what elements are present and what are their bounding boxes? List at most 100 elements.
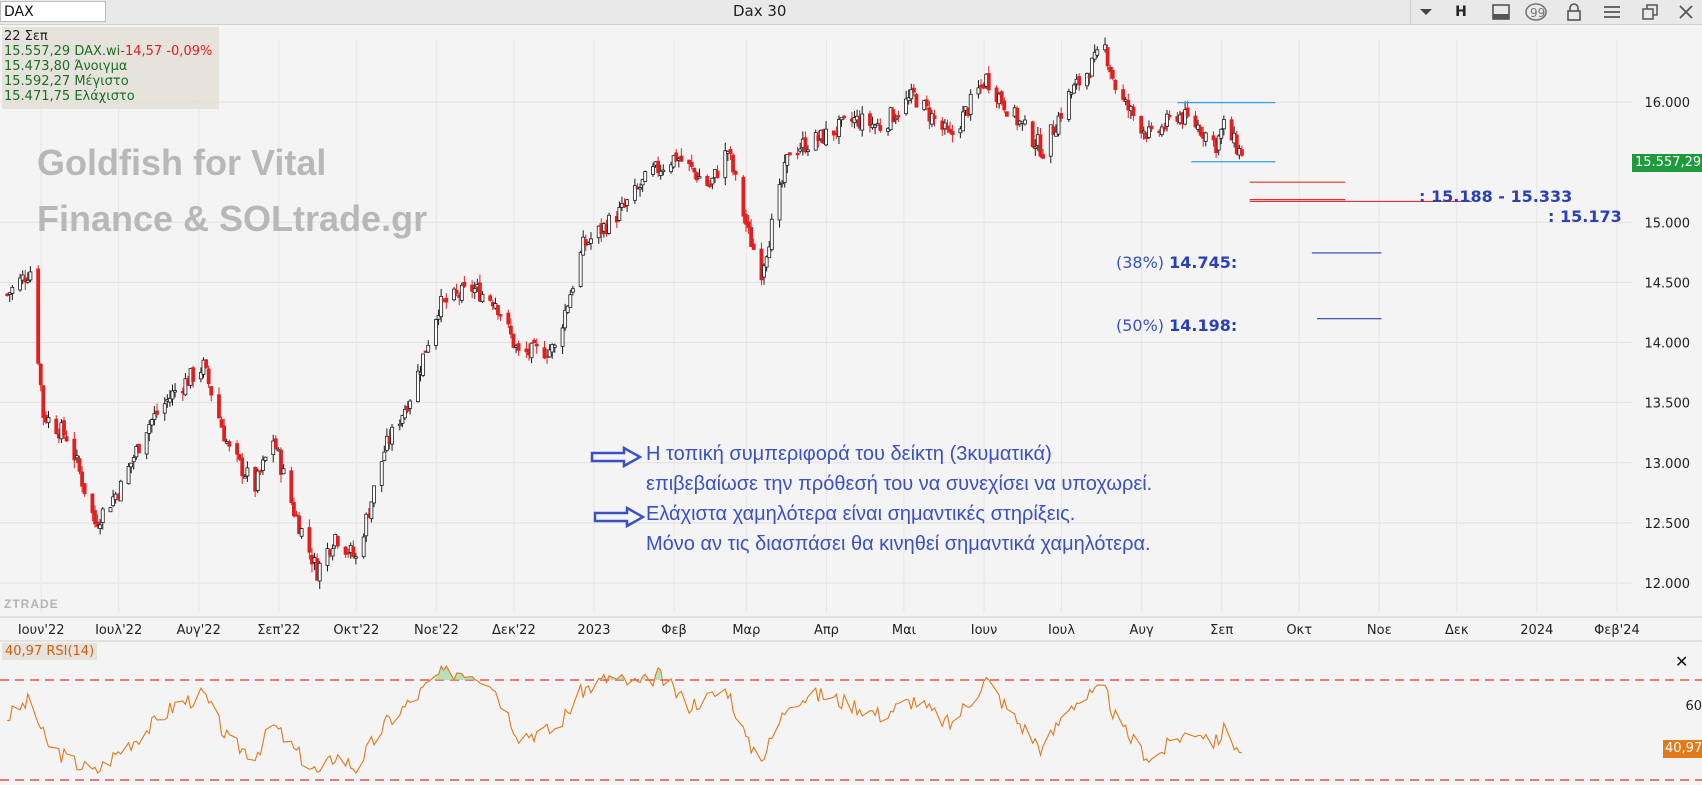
x-tick-label: Δεκ bbox=[1445, 623, 1469, 638]
candle-body bbox=[369, 501, 374, 520]
layout-icon[interactable] bbox=[1489, 1, 1513, 23]
candle-body bbox=[1105, 47, 1110, 67]
rsi-indicator-label[interactable]: 40,97 RSI(14) bbox=[2, 643, 98, 660]
candle-body bbox=[1090, 57, 1095, 77]
x-tick-label: Οκτ'22 bbox=[333, 623, 379, 638]
x-tick-label: Αυγ bbox=[1130, 623, 1154, 638]
candle-body bbox=[292, 502, 296, 517]
fib-38-label: (38%) 14.745: bbox=[1116, 253, 1237, 272]
candle-body bbox=[1211, 135, 1216, 141]
candle-body bbox=[578, 252, 583, 287]
candle-body bbox=[813, 132, 818, 151]
info-high-row: 15.592,27 Μέγιστο bbox=[4, 74, 129, 89]
candle-body bbox=[62, 420, 66, 436]
rsi-overbought-fill bbox=[642, 674, 646, 680]
candle-body bbox=[242, 476, 247, 479]
candle-body bbox=[723, 150, 728, 179]
candle-body bbox=[1015, 107, 1020, 126]
chart-overlays bbox=[1177, 102, 1472, 320]
candle-body bbox=[258, 470, 263, 473]
close-icon[interactable] bbox=[1674, 1, 1698, 23]
chevron-down-icon[interactable] bbox=[1414, 1, 1438, 23]
candle-body bbox=[364, 513, 369, 537]
candle-body bbox=[400, 415, 405, 424]
candle-body bbox=[1221, 119, 1226, 130]
candle-body bbox=[1185, 107, 1190, 117]
candle-body bbox=[547, 349, 552, 358]
candle-body bbox=[426, 344, 431, 353]
candle-body bbox=[335, 536, 340, 547]
candle-body bbox=[237, 454, 242, 460]
candle-body bbox=[54, 418, 59, 435]
candle-body bbox=[38, 363, 43, 386]
candle-body bbox=[751, 243, 756, 250]
y-tick-label: 14.500 bbox=[1645, 276, 1691, 291]
candle-body bbox=[552, 344, 557, 348]
candle-body bbox=[1048, 124, 1053, 157]
candle-body bbox=[459, 284, 464, 301]
candle-body bbox=[506, 312, 511, 325]
candle-body bbox=[245, 467, 250, 477]
candle-body bbox=[41, 385, 46, 418]
candle-body bbox=[126, 465, 131, 485]
candle-body bbox=[767, 246, 772, 259]
candle-body bbox=[560, 327, 565, 347]
watermark-line-2: Finance & SOLtrade.gr bbox=[37, 198, 428, 239]
time-axis: Ιουν'22 Ιουλ'22 Αυγ'22 Σεπ'22 Οκτ'22 Νοε'22 Δε… bbox=[0, 616, 1702, 642]
candle-body bbox=[1165, 113, 1169, 127]
restore-window-icon[interactable] bbox=[1638, 1, 1662, 23]
candle-body bbox=[1229, 119, 1234, 141]
candle-body bbox=[565, 305, 570, 313]
lock-icon[interactable] bbox=[1562, 1, 1586, 23]
candle-body bbox=[787, 152, 792, 156]
symbol-input[interactable] bbox=[0, 1, 106, 22]
candle-body bbox=[674, 152, 679, 161]
candle-body bbox=[1077, 76, 1082, 86]
candle-body bbox=[651, 166, 655, 175]
candle-body bbox=[795, 152, 800, 156]
candle-body bbox=[421, 353, 425, 376]
chart-grid bbox=[0, 40, 1632, 612]
info-open-label: Άνοιγμα bbox=[74, 59, 128, 74]
candle-body bbox=[330, 548, 335, 557]
candle-body bbox=[625, 199, 630, 206]
menu-icon[interactable] bbox=[1600, 1, 1624, 23]
y-tick-label: 12.000 bbox=[1645, 577, 1691, 592]
candle-body bbox=[643, 171, 648, 182]
x-tick-label: Μαι bbox=[892, 623, 916, 638]
rsi-line bbox=[7, 664, 1242, 775]
candle-body bbox=[669, 164, 673, 173]
quote-icon[interactable]: 99 bbox=[1524, 1, 1548, 23]
candle-body bbox=[496, 305, 500, 316]
x-tick-label: Απρ bbox=[814, 623, 839, 638]
candle-body bbox=[707, 184, 712, 188]
candle-body bbox=[235, 443, 239, 455]
candle-body bbox=[1216, 135, 1221, 151]
candle-body bbox=[95, 521, 100, 527]
candle-body bbox=[658, 170, 663, 176]
candle-body bbox=[798, 148, 803, 152]
candle-body bbox=[1002, 100, 1007, 111]
price-chart[interactable]: 12.000 12.500 13.000 13.500 14.000 14.500 15.0… bbox=[0, 25, 1702, 785]
candle-body bbox=[281, 468, 286, 475]
candle-body bbox=[100, 508, 105, 523]
info-open-value: 15.473,80 bbox=[4, 59, 71, 74]
timeframe-button[interactable]: H bbox=[1455, 4, 1467, 20]
candle-body bbox=[1193, 115, 1198, 128]
candle-body bbox=[263, 456, 268, 462]
candle-body bbox=[733, 170, 738, 175]
candle-body bbox=[656, 160, 661, 174]
candle-body bbox=[162, 403, 167, 414]
candle-body bbox=[837, 119, 841, 137]
candle-body bbox=[570, 288, 575, 293]
x-tick-label: Νοε bbox=[1367, 623, 1392, 638]
candle-body bbox=[893, 117, 898, 121]
candle-body bbox=[353, 556, 358, 559]
candle-body bbox=[842, 115, 847, 119]
candle-body bbox=[149, 419, 154, 426]
candle-body bbox=[82, 483, 87, 495]
candle-body bbox=[542, 347, 547, 359]
candle-body bbox=[488, 295, 493, 301]
candle-body bbox=[118, 480, 123, 502]
close-icon[interactable]: ✕ bbox=[1675, 652, 1689, 671]
